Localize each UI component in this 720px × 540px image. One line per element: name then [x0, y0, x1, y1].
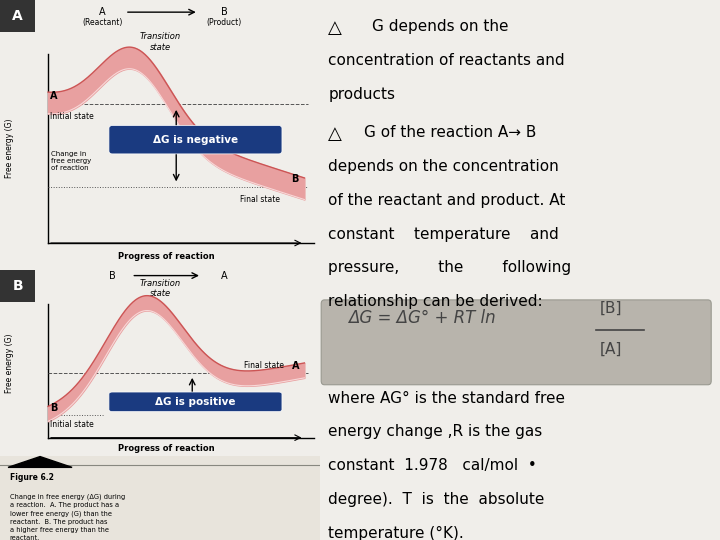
Text: Progress of reaction: Progress of reaction [118, 252, 215, 261]
Text: [B]: [B] [600, 301, 623, 316]
Text: A: A [221, 271, 228, 281]
Text: B: B [221, 7, 228, 17]
Text: Free energy (G): Free energy (G) [5, 333, 14, 393]
FancyBboxPatch shape [321, 300, 711, 384]
Text: Progress of reaction: Progress of reaction [118, 444, 215, 454]
Text: Final state: Final state [243, 361, 284, 369]
Bar [0, 270, 35, 302]
Text: Figure 6.2: Figure 6.2 [9, 472, 53, 482]
Text: Final state: Final state [240, 195, 280, 204]
Bar [0, 0, 35, 32]
FancyBboxPatch shape [109, 392, 282, 411]
Text: B: B [50, 403, 57, 413]
Text: Transition: Transition [140, 280, 181, 288]
Text: (Reactant): (Reactant) [82, 18, 122, 28]
FancyBboxPatch shape [109, 125, 282, 154]
Text: B: B [109, 271, 115, 281]
Text: Change in free energy (ΔG) during
a reaction.  A. The product has a
lower free e: Change in free energy (ΔG) during a reac… [9, 494, 125, 540]
Text: Free energy (G): Free energy (G) [5, 119, 14, 178]
Text: B: B [12, 279, 23, 293]
Text: B: B [292, 173, 299, 184]
Text: Initial state: Initial state [50, 112, 94, 121]
Text: △: △ [328, 19, 342, 37]
Text: Change in
free energy
of reaction: Change in free energy of reaction [51, 151, 91, 171]
Polygon shape [8, 456, 72, 467]
Text: constant  1.978   cal/mol  •: constant 1.978 cal/mol • [328, 458, 537, 473]
Text: energy change ,R is the gas: energy change ,R is the gas [328, 424, 543, 439]
Text: state: state [150, 43, 171, 52]
Text: A: A [99, 7, 106, 17]
Text: temperature (°K).: temperature (°K). [328, 525, 464, 540]
Text: depends on the concentration: depends on the concentration [328, 159, 559, 174]
Text: Initial state: Initial state [50, 420, 94, 429]
Text: ΔG is positive: ΔG is positive [156, 397, 235, 407]
Text: where AG° is the standard free: where AG° is the standard free [328, 390, 565, 406]
Text: ΔG is negative: ΔG is negative [153, 135, 238, 145]
Text: Transition: Transition [140, 32, 181, 41]
Text: [A]: [A] [600, 342, 623, 357]
Text: A: A [50, 91, 57, 101]
Text: A: A [292, 361, 299, 372]
Text: state: state [150, 289, 171, 298]
Text: constant    temperature    and: constant temperature and [328, 227, 559, 241]
Text: (Product): (Product) [207, 18, 242, 28]
Text: A: A [12, 9, 23, 23]
Text: pressure,        the        following: pressure, the following [328, 260, 572, 275]
Text: concentration of reactants and: concentration of reactants and [328, 53, 565, 68]
Text: relationship can be derived:: relationship can be derived: [328, 294, 543, 309]
Text: ΔG = ΔG° + RT ln: ΔG = ΔG° + RT ln [348, 309, 496, 327]
Text: of the reactant and product. At: of the reactant and product. At [328, 193, 566, 208]
Text: G depends on the: G depends on the [372, 19, 509, 34]
Text: △: △ [328, 125, 342, 143]
Text: products: products [328, 87, 395, 102]
Text: G of the reaction A→ B: G of the reaction A→ B [364, 125, 536, 140]
Text: degree).  T  is  the  absolute: degree). T is the absolute [328, 492, 545, 507]
